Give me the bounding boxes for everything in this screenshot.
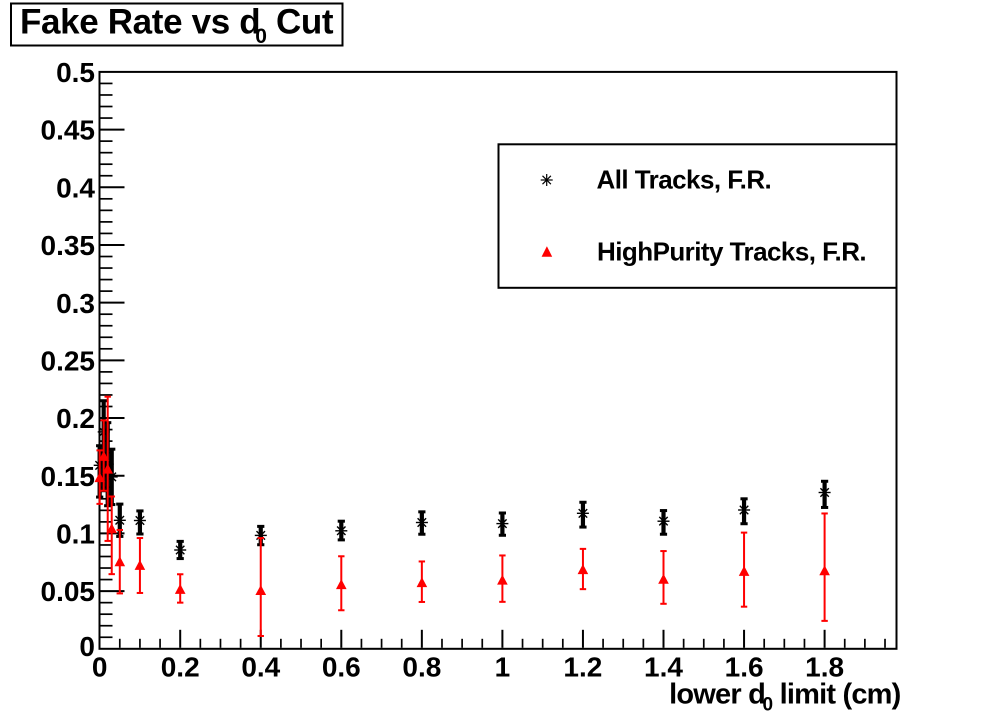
svg-text:Fake Rate vs d0 Cut: Fake Rate vs d0 Cut: [20, 3, 334, 49]
svg-text:0.5: 0.5: [56, 57, 95, 88]
svg-text:0: 0: [79, 631, 95, 662]
svg-text:0.1: 0.1: [56, 519, 95, 550]
svg-text:0.6: 0.6: [322, 652, 361, 683]
svg-text:0: 0: [92, 652, 108, 683]
svg-text:0.05: 0.05: [41, 576, 96, 607]
svg-text:0.2: 0.2: [56, 403, 95, 434]
svg-text:0.35: 0.35: [41, 230, 96, 261]
svg-text:0.4: 0.4: [56, 172, 95, 203]
svg-text:0.4: 0.4: [241, 652, 280, 683]
svg-text:1: 1: [495, 652, 511, 683]
svg-text:0.45: 0.45: [41, 115, 96, 146]
svg-text:0.2: 0.2: [161, 652, 200, 683]
svg-text:1.2: 1.2: [563, 652, 602, 683]
svg-text:1.6: 1.6: [725, 652, 764, 683]
svg-text:All Tracks, F.R.: All Tracks, F.R.: [597, 165, 772, 195]
svg-text:HighPurity Tracks, F.R.: HighPurity Tracks, F.R.: [597, 237, 866, 267]
svg-text:0.15: 0.15: [41, 461, 96, 492]
svg-text:1.8: 1.8: [805, 652, 844, 683]
svg-text:1.4: 1.4: [644, 652, 683, 683]
svg-text:lower d0 limit (cm): lower d0 limit (cm): [669, 679, 901, 716]
svg-text:0.3: 0.3: [56, 288, 95, 319]
svg-text:0.25: 0.25: [41, 345, 96, 376]
svg-text:0.8: 0.8: [402, 652, 441, 683]
